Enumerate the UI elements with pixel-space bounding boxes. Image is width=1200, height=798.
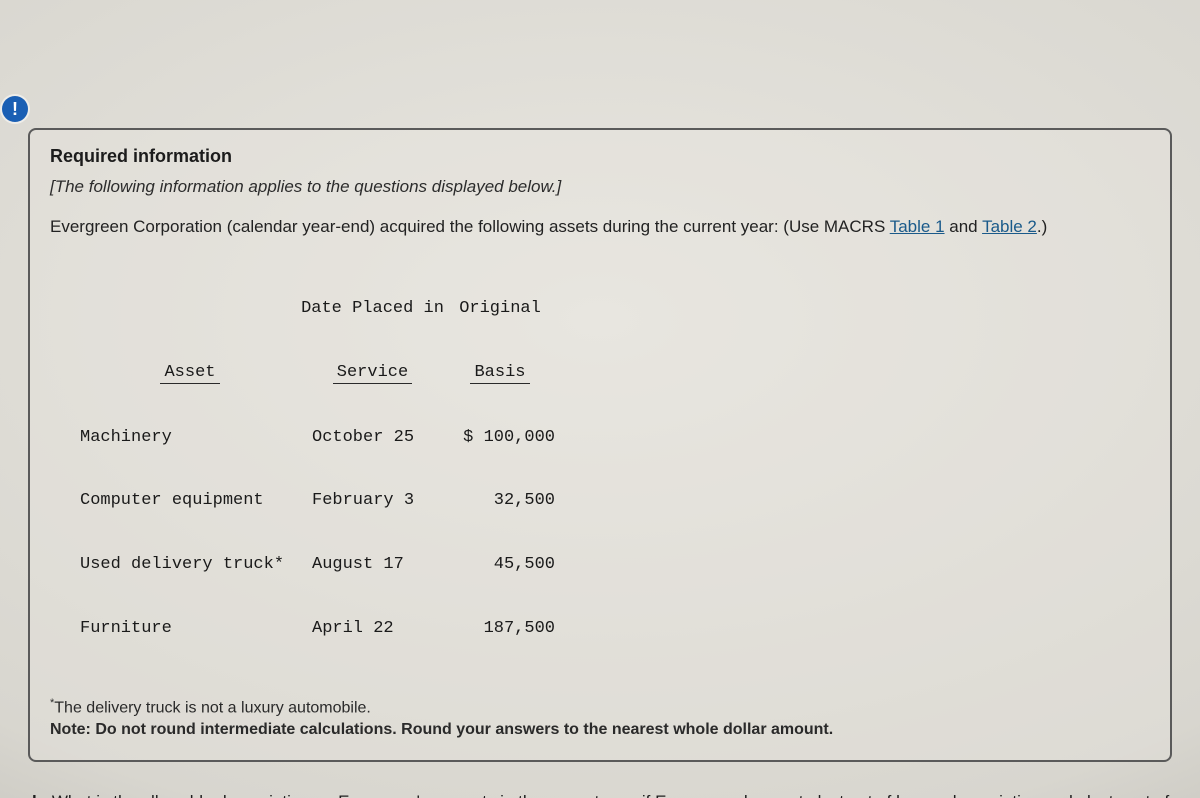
screen: ! Required information [The following in… bbox=[0, 0, 1200, 798]
cell-date: August 17 bbox=[300, 554, 445, 575]
header-asset-text: Asset bbox=[160, 362, 219, 384]
cell-date: April 22 bbox=[300, 618, 445, 639]
header-date-line1: Date Placed in bbox=[300, 298, 445, 319]
cell-basis: 45,500 bbox=[445, 554, 555, 575]
required-info-card: Required information [The following info… bbox=[28, 128, 1172, 762]
intro-prefix: Evergreen Corporation (calendar year-end… bbox=[50, 217, 890, 236]
header-asset-blank bbox=[80, 298, 300, 319]
table-row: Furniture April 22 187,500 bbox=[80, 618, 1150, 639]
header-basis-line1: Original bbox=[445, 298, 555, 319]
intro-suffix: .) bbox=[1037, 217, 1047, 236]
applies-note: [The following information applies to th… bbox=[50, 177, 1150, 197]
macrs-table-2-link[interactable]: Table 2 bbox=[982, 217, 1037, 236]
table-row: Machinery October 25 $ 100,000 bbox=[80, 427, 1150, 448]
cell-asset: Machinery bbox=[80, 427, 300, 448]
asset-table: Date Placed in Original Asset Service Ba… bbox=[80, 256, 1150, 682]
header-asset: Asset bbox=[80, 362, 300, 384]
header-date-line2: Service bbox=[300, 362, 445, 384]
question-b: b. What is the allowable depreciation on… bbox=[32, 790, 1172, 798]
cell-asset: Used delivery truck* bbox=[80, 554, 300, 575]
footnote-text: The delivery truck is not a luxury autom… bbox=[54, 699, 371, 716]
cell-basis: $ 100,000 bbox=[445, 427, 555, 448]
cell-date: February 3 bbox=[300, 490, 445, 511]
footnote: *The delivery truck is not a luxury auto… bbox=[50, 696, 1150, 742]
cell-asset: Computer equipment bbox=[80, 490, 300, 511]
header-basis-line2: Basis bbox=[445, 362, 555, 384]
header-basis-line2-text: Basis bbox=[470, 362, 529, 384]
rounding-note: Note: Do not round intermediate calculat… bbox=[50, 721, 833, 738]
question-text: What is the allowable depreciation on Ev… bbox=[32, 792, 1169, 798]
question-label-b: b. bbox=[32, 792, 47, 798]
card-title: Required information bbox=[50, 146, 1150, 167]
intro-text: Evergreen Corporation (calendar year-end… bbox=[50, 215, 1150, 240]
table-row: Used delivery truck* August 17 45,500 bbox=[80, 554, 1150, 575]
alert-badge-icon: ! bbox=[2, 96, 28, 122]
cell-basis: 32,500 bbox=[445, 490, 555, 511]
header-date-line2-text: Service bbox=[333, 362, 412, 384]
cell-asset: Furniture bbox=[80, 618, 300, 639]
cell-date: October 25 bbox=[300, 427, 445, 448]
cell-basis: 187,500 bbox=[445, 618, 555, 639]
macrs-table-1-link[interactable]: Table 1 bbox=[890, 217, 945, 236]
intro-mid: and bbox=[945, 217, 983, 236]
table-row: Computer equipment February 3 32,500 bbox=[80, 490, 1150, 511]
